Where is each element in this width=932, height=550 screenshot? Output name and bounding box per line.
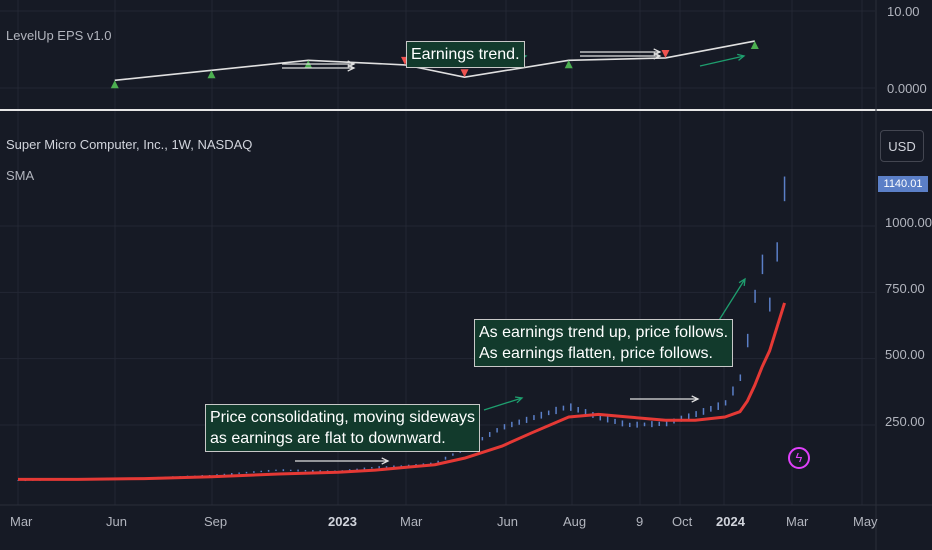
trend-arrow	[699, 55, 745, 67]
flat-arrow	[691, 395, 700, 403]
eps-up-marker	[207, 70, 216, 79]
earnings-up-note-line: As earnings trend up, price follows.	[479, 324, 729, 341]
earnings-up-note-line: As earnings flatten, price follows.	[479, 345, 713, 362]
lightning-icon[interactable]: ϟ	[788, 447, 810, 469]
price-axis-label: 1000.00	[885, 215, 932, 230]
consolidation-note-line: as earnings are flat to downward.	[210, 430, 446, 447]
sma-line	[18, 302, 786, 481]
price-series	[17, 176, 786, 482]
time-axis-label: May	[853, 514, 878, 529]
eps-down-marker	[661, 49, 670, 58]
last-price-tag: 1140.01	[878, 176, 928, 192]
price-axis-label: 500.00	[885, 347, 925, 362]
earnings-up-note: As earnings trend up, price follows. As …	[474, 319, 734, 367]
price-axis-label: 250.00	[885, 414, 925, 429]
symbol-title[interactable]: Super Micro Computer, Inc., 1W, NASDAQ	[6, 137, 253, 152]
trend-arrow	[737, 53, 746, 61]
price-axis-label: 750.00	[885, 281, 925, 296]
time-axis-label: 9	[636, 514, 644, 529]
trend-arrow	[738, 277, 746, 287]
sma-overlay-name[interactable]: SMA	[6, 168, 35, 183]
eps-up-marker	[110, 80, 119, 89]
grid-lines	[0, 0, 875, 505]
time-axis-label: Sep	[204, 514, 228, 529]
flat-arrow	[381, 457, 390, 465]
consolidation-note-line: Price consolidating, moving sideways	[210, 409, 476, 426]
time-axis-label: 2023	[328, 514, 357, 529]
consolidation-note: Price consolidating, moving sideways as …	[205, 404, 481, 452]
flat-arrow	[653, 52, 662, 60]
earnings-trend-note: Earnings trend.	[406, 41, 525, 68]
trend-arrow	[514, 396, 524, 404]
eps-axis-label-bottom: 0.0000	[887, 81, 927, 96]
eps-up-marker	[564, 60, 573, 69]
time-axis-label: Oct	[672, 514, 693, 529]
eps-axis-label-top: 10.00	[887, 4, 920, 19]
time-axis-label: Mar	[400, 514, 423, 529]
time-axis-label: Mar	[10, 514, 33, 529]
eps-down-marker	[460, 69, 469, 78]
eps-indicator-title[interactable]: LevelUp EPS v1.0	[6, 28, 112, 43]
currency-button[interactable]: USD	[880, 130, 924, 162]
annotation-arrows	[282, 48, 746, 465]
time-axis-label: Aug	[563, 514, 587, 529]
eps-up-marker	[750, 41, 759, 50]
flat-arrow	[347, 64, 356, 72]
trend-arrow	[715, 278, 746, 326]
time-axis-label: Mar	[786, 514, 809, 529]
time-axis-label: Jun	[106, 514, 127, 529]
time-axis-label: Jun	[497, 514, 518, 529]
trend-arrow	[483, 397, 523, 411]
eps-line	[114, 40, 755, 82]
time-axis-label: 2024	[716, 514, 745, 529]
